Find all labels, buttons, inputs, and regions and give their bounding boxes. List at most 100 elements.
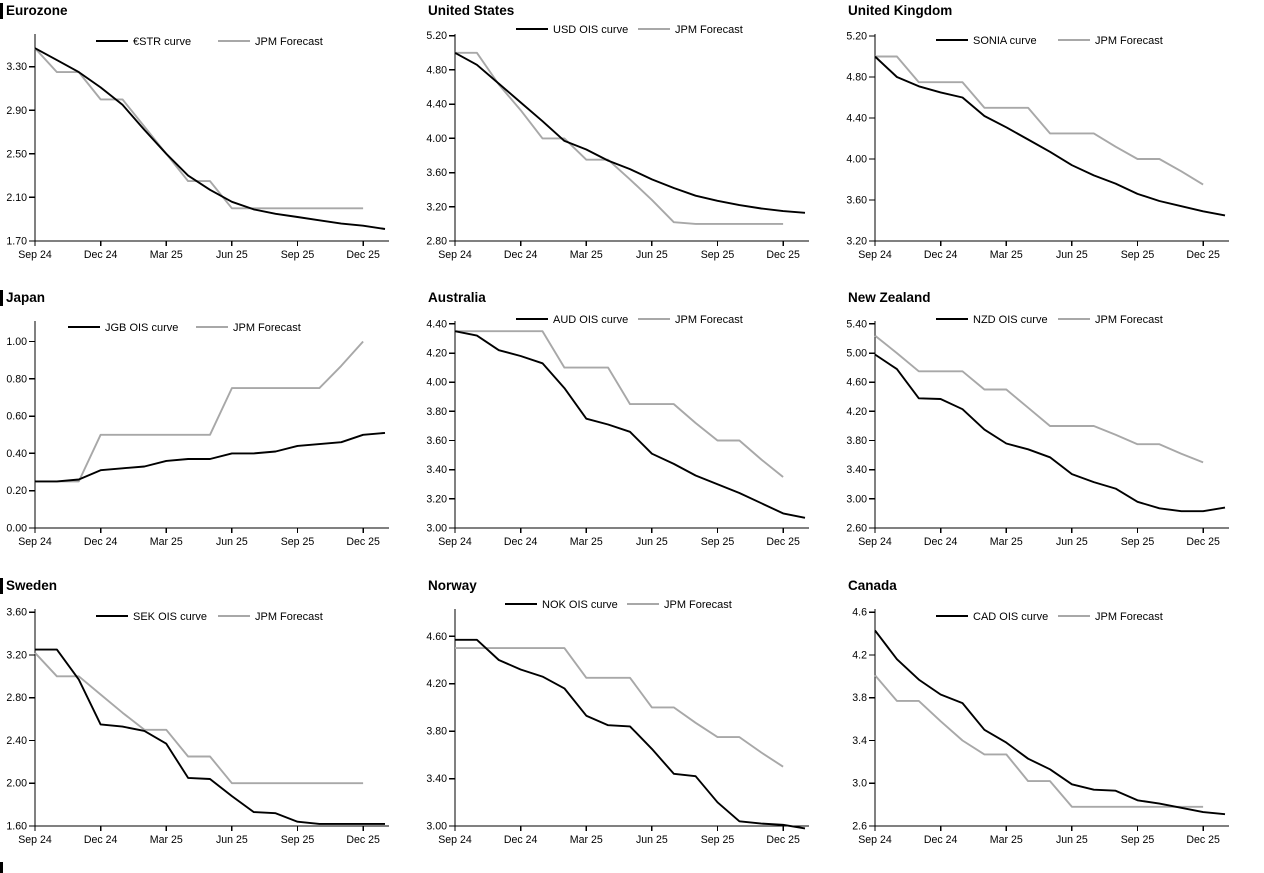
series-line-jpm-forecast: [34, 652, 364, 785]
x-tick-label: Jun 25: [636, 249, 668, 261]
chart-title-japan: Japan: [6, 290, 46, 305]
x-tick-label: Jun 25: [636, 536, 668, 548]
chart-title-united-kingdom: United Kingdom: [848, 3, 953, 18]
x-tick-label: Jun 25: [1056, 249, 1088, 261]
x-tick-label: Sep 24: [18, 834, 52, 846]
x-tick-label: Dec 24: [924, 834, 958, 846]
chart-title-canada: Canada: [848, 578, 897, 593]
y-tick-label: 2.60: [846, 523, 867, 535]
x-tick-label: Jun 25: [636, 834, 668, 846]
chart-title-new-zealand: New Zealand: [848, 290, 931, 305]
y-tick-label: 3.20: [846, 236, 867, 248]
series-line-canada-ois: [874, 629, 1226, 816]
legend-label: JPM Forecast: [664, 599, 732, 611]
y-tick-label: 4.40: [426, 318, 447, 330]
y-tick-label: 3.40: [426, 773, 447, 785]
x-tick-label: Mar 25: [150, 536, 183, 548]
x-tick-label: Jun 25: [216, 249, 248, 261]
chart-header: Japan: [0, 289, 420, 306]
x-tick-label: Jun 25: [216, 834, 248, 846]
y-tick-label: 2.80: [6, 692, 27, 704]
chart-title-sweden: Sweden: [6, 578, 58, 593]
y-tick-label: 4.6: [852, 607, 867, 619]
y-tick-label: 4.40: [426, 99, 447, 111]
chart-plot-united-kingdom: 3.20 3.60 4.00 4.40 4.80 5.20 Sep 24 Dec 24 Mar …: [846, 31, 1229, 261]
y-tick-label: 4.20: [846, 406, 867, 418]
x-tick-label: Sep 24: [438, 249, 472, 261]
chart-header: Eurozone: [0, 2, 420, 19]
series-line-jpm-forecast: [875, 55, 1204, 186]
series-line-jpm-forecast: [455, 330, 784, 478]
chart-plot-united-states: 2.80 3.20 3.60 4.00 4.40 4.80 5.20 Sep 24 Dec 24…: [426, 24, 809, 261]
x-tick-label: Dec 25: [1186, 536, 1220, 548]
chart-plot-new-zealand: 2.60 3.00 3.40 3.80 4.20 4.60 5.00 5.40 Sep 24 De…: [846, 314, 1229, 548]
chart-cell-united-states: United States 2.80 3.20 3.60 4.00 4.40 4.80 5.…: [420, 0, 840, 285]
x-tick-label: Mar 25: [990, 536, 1023, 548]
chart-cell-united-kingdom: United Kingdom 3.20 3.60 4.00 4.40 4.80 5.20 S…: [840, 0, 1264, 285]
chart-cell-new-zealand: New Zealand 2.60 3.00 3.40 3.80 4.20 4.60 5.00…: [840, 285, 1264, 570]
series-line-jpm-forecast: [455, 647, 784, 768]
chart-cell-sweden: Sweden 1.60 2.00 2.40 2.80 3.20 3.60 Sep 24 Dec…: [0, 570, 420, 873]
x-tick-label: Dec 24: [84, 249, 118, 261]
x-tick-label: Sep 24: [438, 536, 472, 548]
y-tick-label: 2.50: [6, 148, 27, 160]
x-tick-label: Dec 24: [84, 834, 118, 846]
chart-plot-sweden: 1.60 2.00 2.40 2.80 3.20 3.60 Sep 24 Dec 24 Mar …: [6, 607, 389, 846]
y-tick-label: 3.60: [426, 435, 447, 447]
title-marker-bar: [0, 577, 3, 594]
chart-title-australia: Australia: [428, 290, 486, 305]
series-line-jpm-forecast: [874, 334, 1204, 464]
series-line-japan-ois: [35, 431, 386, 483]
chart-plot-norway: 3.00 3.40 3.80 4.20 4.60 Sep 24 Dec 24 Mar 25 Ju…: [426, 599, 809, 846]
chart-cell-eurozone: Eurozone 1.70 2.10 2.50 2.90 3.30 Sep 24 Dec 2…: [0, 0, 420, 285]
y-tick-label: 4.60: [846, 377, 867, 389]
y-tick-label: 5.20: [846, 31, 867, 43]
y-tick-label: 2.80: [426, 236, 447, 248]
series-line-jpm-forecast: [35, 340, 364, 483]
y-tick-label: 4.00: [846, 154, 867, 166]
y-tick-label: 3.80: [426, 406, 447, 418]
title-marker-bar: [0, 289, 3, 306]
x-tick-label: Sep 25: [281, 834, 315, 846]
x-tick-label: Jun 25: [1056, 536, 1088, 548]
x-tick-label: Sep 24: [858, 834, 892, 846]
legend-label: JPM Forecast: [1095, 611, 1163, 623]
series-line-australia-ois: [454, 330, 806, 519]
chart-title-eurozone: Eurozone: [6, 3, 68, 18]
x-tick-label: Sep 25: [1121, 536, 1155, 548]
y-tick-label: 2.90: [6, 105, 27, 117]
y-tick-label: 1.00: [6, 336, 27, 348]
x-tick-label: Dec 24: [924, 249, 958, 261]
y-tick-label: 3.60: [6, 607, 27, 619]
x-tick-label: Jun 25: [1056, 834, 1088, 846]
y-tick-label: 4.80: [846, 72, 867, 84]
y-tick-label: 2.00: [6, 778, 27, 790]
legend-label: €STR curve: [133, 36, 191, 48]
x-tick-label: Dec 24: [924, 536, 958, 548]
chart-header: New Zealand: [840, 289, 1264, 306]
series-line-eurozone-ois: [34, 47, 386, 230]
x-tick-label: Mar 25: [990, 249, 1023, 261]
y-tick-label: 5.40: [846, 318, 867, 330]
legend-label: CAD OIS curve: [973, 611, 1048, 623]
x-tick-label: Jun 25: [216, 536, 248, 548]
legend-label: JGB OIS curve: [105, 322, 178, 334]
x-tick-label: Sep 24: [18, 536, 52, 548]
y-tick-label: 3.00: [846, 493, 867, 505]
x-tick-label: Dec 24: [84, 536, 118, 548]
chart-header: United Kingdom: [840, 2, 1264, 19]
y-tick-label: 3.40: [846, 464, 867, 476]
y-tick-label: 3.4: [852, 735, 867, 747]
legend-label: JPM Forecast: [675, 24, 743, 36]
y-tick-label: 4.80: [426, 64, 447, 76]
chart-header: Canada: [840, 577, 1264, 594]
chart-plot-japan: 0.00 0.20 0.40 0.60 0.80 1.00 Sep 24 Dec 24 Mar …: [6, 321, 389, 548]
y-tick-label: 3.40: [426, 464, 447, 476]
x-tick-label: Sep 25: [1121, 834, 1155, 846]
series-line-new-zealand-ois: [874, 353, 1226, 513]
legend-label: SEK OIS curve: [133, 611, 207, 623]
chart-plot-canada: 2.6 3.0 3.4 3.8 4.2 4.6 Sep 24 Dec 24 Mar 25 Jun …: [852, 607, 1229, 846]
y-tick-label: 0.80: [6, 373, 27, 385]
legend-label: SONIA curve: [973, 35, 1037, 47]
